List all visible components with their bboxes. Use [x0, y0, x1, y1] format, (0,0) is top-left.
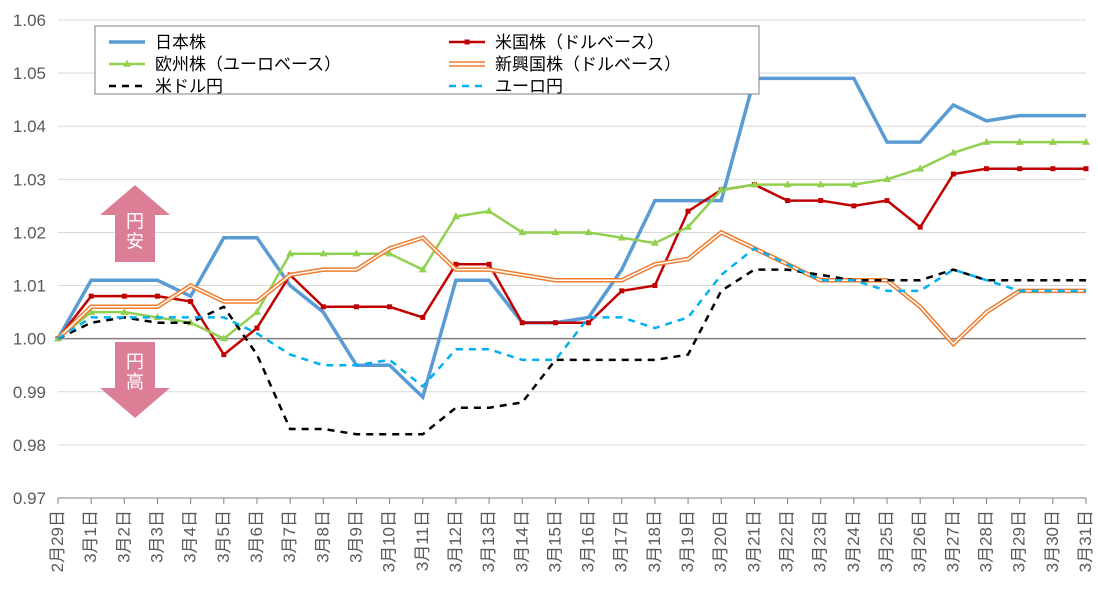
legend-label: 米ドル円	[155, 77, 223, 96]
series-marker	[321, 304, 326, 309]
series-marker	[254, 326, 259, 331]
x-tick-label: 3月1日	[81, 510, 100, 563]
arrow-label: 円	[126, 212, 144, 232]
arrow-label: 円	[126, 352, 144, 372]
arrow-label: 安	[126, 232, 144, 252]
x-tick-label: 3月2日	[114, 510, 133, 563]
series-marker	[586, 320, 591, 325]
series-marker	[984, 166, 989, 171]
x-tick-label: 3月21日	[744, 510, 763, 572]
x-tick-label: 3月29日	[1010, 510, 1029, 572]
x-tick-label: 3月19日	[678, 510, 697, 572]
x-tick-label: 3月11日	[413, 510, 432, 571]
x-tick-label: 3月16日	[579, 510, 598, 572]
line-chart: 0.97 0.98 0.99 1.00 1.01 1.02 1.03 1.04 1.05 1.06…	[0, 0, 1098, 614]
x-tick-label: 3月10日	[380, 510, 399, 572]
x-tick-label: 3月7日	[280, 510, 299, 563]
x-tick-label: 3月31日	[1076, 510, 1095, 572]
legend-label: 米国株（ドルベース）	[495, 33, 664, 52]
series-line	[58, 142, 1086, 339]
series-marker	[851, 203, 856, 208]
y-tick-label: 1.00	[13, 330, 46, 349]
chart-container: 0.97 0.98 0.99 1.00 1.01 1.02 1.03 1.04 1.05 1.06…	[0, 0, 1098, 614]
series-marker	[89, 294, 94, 299]
series-line	[58, 232, 1086, 344]
series-marker	[553, 320, 558, 325]
x-tick-label: 3月27日	[943, 510, 962, 572]
series-marker	[520, 320, 525, 325]
arrow-label: 高	[126, 372, 144, 392]
x-tick-label: 3月24日	[844, 510, 863, 572]
x-tick-label: 3月5日	[214, 510, 233, 563]
series-marker	[785, 198, 790, 203]
series-marker	[122, 294, 127, 299]
y-tick-label: 1.05	[13, 64, 46, 83]
series-marker	[155, 294, 160, 299]
x-tick-label: 3月8日	[313, 510, 332, 563]
y-tick-label: 0.99	[13, 383, 46, 402]
series-marker	[885, 198, 890, 203]
y-tick-label: 1.01	[13, 277, 46, 296]
series-marker	[354, 304, 359, 309]
x-tick-label: 3月9日	[346, 510, 365, 563]
x-tick-label: 3月20日	[711, 510, 730, 572]
series-marker	[818, 198, 823, 203]
series-marker	[951, 172, 956, 177]
legend-label: ユーロ円	[495, 77, 563, 96]
series-marker	[387, 304, 392, 309]
legend-label: 欧州株（ユーロベース）	[155, 55, 341, 74]
x-tick-label: 3月3日	[147, 510, 166, 563]
x-tick-label: 3月6日	[247, 510, 266, 563]
y-tick-label: 0.97	[13, 489, 46, 508]
series-marker	[221, 352, 226, 357]
y-tick-label: 1.06	[13, 11, 46, 30]
series-marker	[918, 225, 923, 230]
series-marker	[619, 288, 624, 293]
x-tick-label: 3月30日	[1043, 510, 1062, 572]
series-marker	[188, 299, 193, 304]
x-tick-label: 3月25日	[877, 510, 896, 572]
y-tick-label: 0.98	[13, 436, 46, 455]
series-marker	[686, 209, 691, 214]
y-tick-label: 1.03	[13, 170, 46, 189]
series-marker	[1050, 166, 1055, 171]
x-tick-label: 3月23日	[811, 510, 830, 572]
y-tick-label: 1.04	[13, 117, 46, 136]
series-marker	[420, 315, 425, 320]
series-marker	[1084, 166, 1089, 171]
x-tick-label: 3月17日	[612, 510, 631, 572]
series-marker	[1017, 166, 1022, 171]
x-tick-label: 3月26日	[910, 510, 929, 572]
x-tick-label: 3月12日	[446, 510, 465, 572]
legend-label: 新興国株（ドルベース）	[495, 55, 681, 74]
x-tick-label: 3月15日	[545, 510, 564, 572]
legend-label: 日本株	[155, 33, 206, 52]
x-tick-label: 3月14日	[512, 510, 531, 572]
x-tick-label: 3月13日	[479, 510, 498, 572]
series-marker	[652, 283, 657, 288]
x-tick-label: 3月22日	[778, 510, 797, 572]
x-tick-label: 3月28日	[977, 510, 996, 572]
y-tick-label: 1.02	[13, 223, 46, 242]
x-tick-label: 2月29日	[48, 510, 67, 572]
x-tick-label: 3月18日	[645, 510, 664, 572]
x-tick-label: 3月4日	[181, 510, 200, 563]
series-marker	[487, 262, 492, 267]
